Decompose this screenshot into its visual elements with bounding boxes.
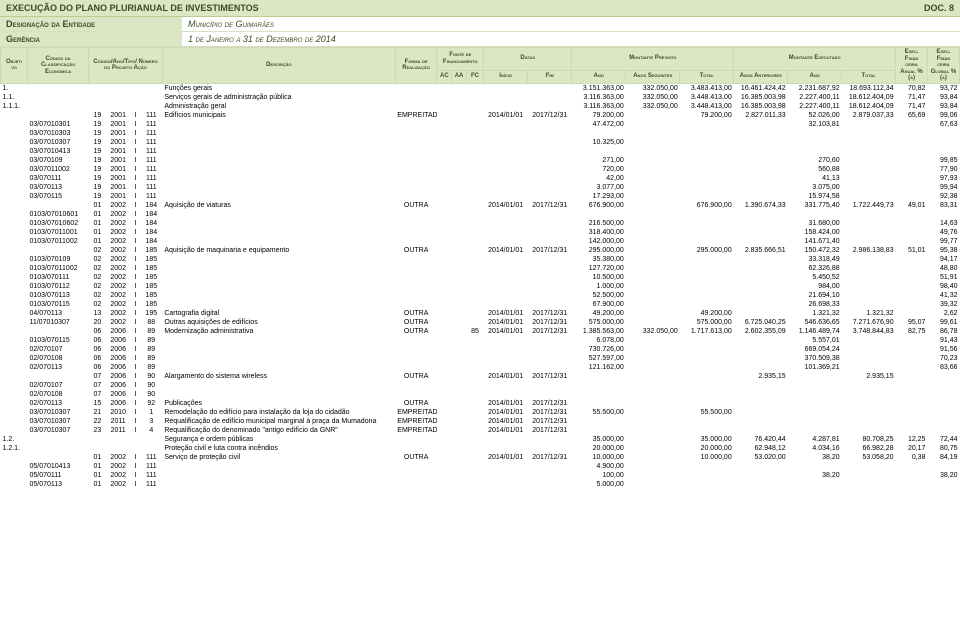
table-row: 192001I111Edifícios municipaisEMPREITADA… (1, 111, 960, 120)
table-row: 1.1.Serviços gerais de administração púb… (1, 93, 960, 102)
th-class: Código da Classificação Económica (27, 48, 88, 84)
table-row: 012002I184Aquisição de viaturasOUTRA2014… (1, 201, 960, 210)
th-ex2: Exec. Finan ceira Global % (a) (927, 48, 959, 84)
table-row: 0103/07011002022002I185127.720,0062.326,… (1, 264, 960, 273)
table-row: 02/070113062006I89121.162,00101.369,2183… (1, 363, 960, 372)
table-row: 03/07010303192001I111 (1, 129, 960, 138)
table-row: 03/07010307232011I4Requalificação do den… (1, 426, 960, 435)
th-tot2: Total (842, 70, 896, 83)
table-body: 1.Funções gerais3.151.363,00332.050,003.… (1, 83, 960, 489)
table-row: 0103/07010602012002I184216.500,0031.680,… (1, 219, 960, 228)
table-row: 03/07010413192001I111 (1, 147, 960, 156)
table-row: 0103/070112022002I1851.000,00984,0098,40 (1, 282, 960, 291)
th-ex1: Exec. Finan ceira Anual % (a) (896, 48, 928, 84)
table-row: 0103/07010601012002I184 (1, 210, 960, 219)
th-desc: Descrição (162, 48, 395, 84)
entity-value: Município de Guimarães (182, 17, 960, 31)
th-seg: Anos Seguintes (626, 70, 680, 83)
th-ac: AC (437, 70, 452, 83)
entity-label: Designação da Entidade (0, 17, 182, 31)
table-row: 03/07011002192001I111720,00560,8877,90 (1, 165, 960, 174)
table-row: 03/070109192001I111271,00270,6099,85 (1, 156, 960, 165)
table-row: 11/07010307202002I88Outras aquisições de… (1, 318, 960, 327)
period-value: 1 de Janeiro a 31 de Dezembro de 2014 (182, 32, 960, 46)
table-row: 03/07010301192001I11147.472,0032.103,816… (1, 120, 960, 129)
table-row: 03/07010307222011I3Requalificação de edi… (1, 417, 960, 426)
title-bar: Execução do Plano Plurianual de Investim… (0, 0, 960, 17)
period-row: Gerência 1 de Janeiro a 31 de Dezembro d… (0, 32, 960, 47)
table-row: 022002I185Aquisição de maquinaria e equi… (1, 246, 960, 255)
table-row: 05/07010413012002I1114.900,00 (1, 462, 960, 471)
table-row: 1.2.1.Proteção civil e luta contra incên… (1, 444, 960, 453)
th-code: Código/Ano/Tipo/ Número do Projeto Ação (89, 48, 163, 84)
investments-table: Objeti vo Código da Classificação Económ… (0, 47, 960, 489)
th-ant: Anos Anteriores (734, 70, 788, 83)
th-datas: Datas (484, 48, 572, 71)
table-row: 0103/07011002012002I184142.000,00141.671… (1, 237, 960, 246)
th-exec: Montante Executado (734, 48, 896, 71)
table-row: 02/070108072006I90 (1, 390, 960, 399)
th-tot1: Total (680, 70, 734, 83)
doc-number: Doc. 8 (924, 3, 954, 13)
table-row: 062006I89Modernização administrativaOUTR… (1, 327, 960, 336)
th-fonte: Fonte de Financiamento (437, 48, 484, 71)
table-row: 05/070113012002I1115.000,00 (1, 480, 960, 489)
table-row: 02/070113152006I92PublicaçõesOUTRA2014/0… (1, 399, 960, 408)
th-obj: Objeti vo (1, 48, 28, 84)
table-row: 03/07010307192001I11110.325,00 (1, 138, 960, 147)
th-forma: Forma de Realização (395, 48, 437, 84)
th-ini: Início (484, 70, 528, 83)
table-row: 03/070111192001I11142,0041,1397,93 (1, 174, 960, 183)
table-row: 1.1.1.Administração geral3.116.363,00332… (1, 102, 960, 111)
entity-row: Designação da Entidade Município de Guim… (0, 17, 960, 32)
table-row: 03/07010307212010I1Remodelação do edifíc… (1, 408, 960, 417)
period-label: Gerência (0, 32, 182, 46)
table-row: 05/070111012002I111100,0038,2038,20 (1, 471, 960, 480)
table-row: 0103/070113022002I18552.500,0021.694,104… (1, 291, 960, 300)
table-row: 02/070107062006I89730.726,00669.054,2491… (1, 345, 960, 354)
table-row: 02/070107072006I90 (1, 381, 960, 390)
th-fim: Fim (528, 70, 572, 83)
table-row: 072006I90Alargamento do sistema wireless… (1, 372, 960, 381)
table-row: 1.Funções gerais3.151.363,00332.050,003.… (1, 83, 960, 93)
page-title: Execução do Plano Plurianual de Investim… (6, 3, 259, 13)
table-row: 03/070115192001I11117.293,0015.974,5892,… (1, 192, 960, 201)
table-row: 04/070113132002I195Cartografia digitalOU… (1, 309, 960, 318)
th-fc: FC (466, 70, 483, 83)
th-prev: Montante Previsto (572, 48, 734, 71)
th-ano1: Ano (572, 70, 626, 83)
table-row: 02/070108062006I89527.597,00370.509,3870… (1, 354, 960, 363)
table-row: 012002I111Serviço de proteção civilOUTRA… (1, 453, 960, 462)
table-row: 0103/070115022002I18567.900,0026.698,333… (1, 300, 960, 309)
table-row: 1.2.Segurança e ordem públicas35.000,003… (1, 435, 960, 444)
table-row: 0103/070115062006I896.078,005.557,0191,4… (1, 336, 960, 345)
th-ano2: Ano (788, 70, 842, 83)
table-row: 0103/07011001012002I184318.400,00158.424… (1, 228, 960, 237)
th-aa: AA (452, 70, 467, 83)
table-row: 0103/070109022002I18535.380,0033.318,499… (1, 255, 960, 264)
table-row: 03/070113192001I1113.077,003.075,0099,94 (1, 183, 960, 192)
table-row: 0103/070111022002I18510.500,005.450,5251… (1, 273, 960, 282)
